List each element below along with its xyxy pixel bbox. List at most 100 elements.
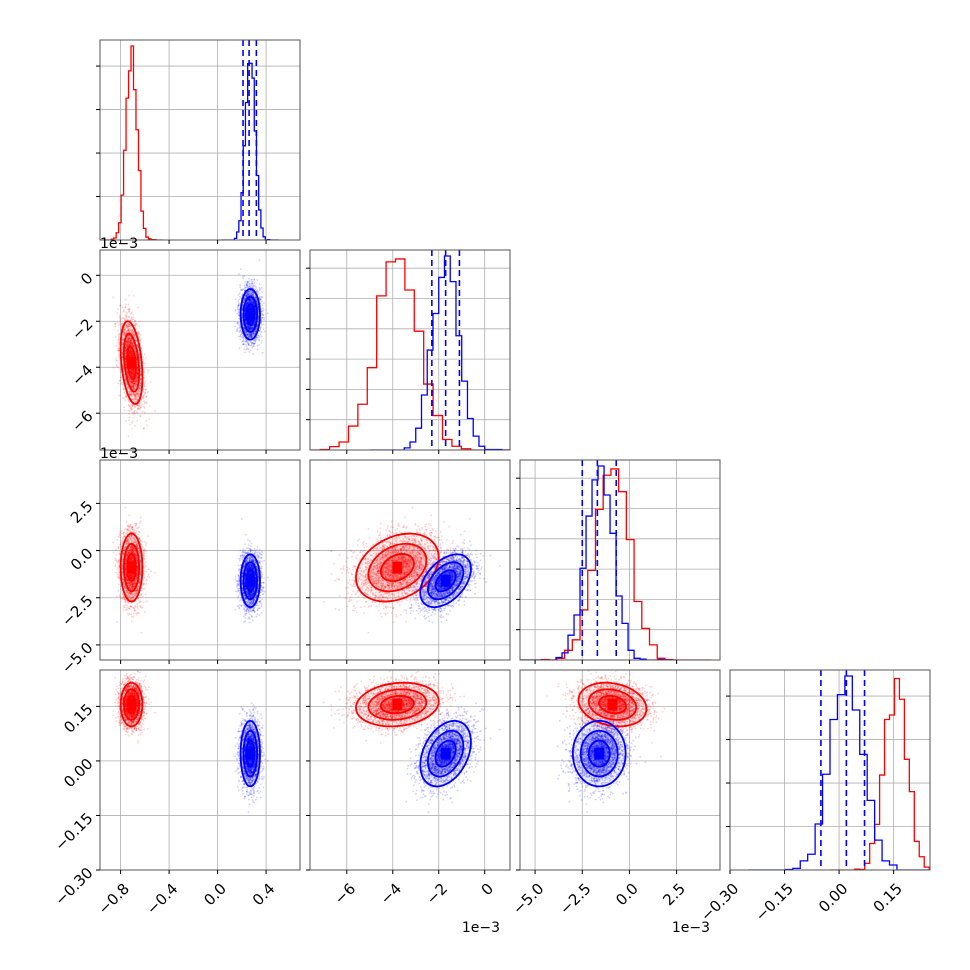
sample-point [127, 329, 130, 331]
sample-point [140, 378, 142, 381]
sample-point [121, 381, 124, 384]
sample-point [130, 350, 133, 353]
sample-point [127, 328, 130, 331]
sample-point [253, 278, 256, 281]
sample-point [136, 395, 139, 398]
sample-point [130, 371, 133, 374]
sample-point [235, 330, 238, 333]
sample-point [247, 325, 250, 328]
sample-point [128, 352, 131, 355]
sample-point [129, 342, 131, 345]
sample-point [135, 377, 138, 380]
sample-point [133, 380, 136, 383]
sample-point [123, 391, 126, 394]
sample-point [139, 415, 142, 418]
sample-point [137, 392, 139, 395]
sample-point [238, 314, 241, 317]
sample-point [250, 327, 253, 330]
sample-point [130, 380, 133, 382]
sample-point [132, 372, 135, 375]
sample-point [135, 375, 138, 378]
sample-point [129, 393, 132, 396]
sample-point [248, 301, 251, 303]
sample-point [117, 338, 120, 341]
sample-point [256, 301, 258, 304]
sample-point [128, 294, 131, 297]
sample-point [244, 351, 247, 354]
sample-point [251, 346, 254, 349]
sample-point [129, 326, 132, 328]
sample-point [119, 320, 122, 323]
sample-point [242, 340, 245, 343]
sample-point [128, 348, 131, 351]
sample-point [133, 387, 136, 390]
sample-point [129, 341, 132, 344]
sample-point [120, 317, 123, 320]
sample-point [136, 376, 139, 379]
sample-point [144, 391, 147, 394]
sample-point [129, 349, 132, 352]
sample-point [133, 412, 136, 415]
sample-point [122, 331, 125, 334]
sample-point [132, 370, 135, 373]
sample-point [127, 323, 130, 326]
sample-point [132, 368, 135, 371]
sample-point [122, 339, 125, 342]
sample-point [129, 351, 132, 354]
sample-point [238, 324, 240, 326]
sample-point [142, 391, 144, 393]
sample-point [132, 369, 134, 372]
sample-point [148, 405, 151, 407]
sample-point [252, 339, 255, 342]
sample-point [129, 351, 132, 354]
sample-point [132, 416, 135, 419]
sample-point [238, 322, 240, 325]
sample-point [141, 410, 144, 413]
sample-point [124, 328, 126, 331]
sample-point [129, 369, 132, 371]
sample-point [130, 317, 133, 320]
sample-point [121, 306, 124, 309]
sample-point [128, 405, 131, 408]
sample-point [127, 338, 130, 340]
sample-point [119, 304, 121, 307]
sample-point [128, 400, 131, 403]
sample-point [130, 371, 133, 374]
sample-point [127, 336, 130, 338]
sample-point [248, 351, 251, 353]
sample-point [143, 400, 145, 403]
sample-point [130, 350, 133, 353]
sample-point [137, 392, 139, 395]
sample-point [247, 292, 249, 295]
sample-point [247, 298, 250, 301]
sample-point [130, 392, 133, 395]
sample-point [124, 358, 127, 361]
sample-point [248, 290, 250, 293]
sample-point [131, 342, 134, 344]
sample-point [131, 354, 133, 357]
sample-point [255, 327, 258, 330]
sample-point [138, 335, 140, 338]
sample-point [132, 380, 135, 383]
sample-point [130, 339, 133, 342]
sample-point [132, 397, 135, 400]
sample-point [136, 393, 138, 396]
sample-point [135, 339, 138, 342]
sample-point [138, 387, 141, 389]
sample-point [150, 380, 152, 383]
sample-point [131, 354, 133, 357]
sample-point [132, 376, 134, 379]
sample-point [243, 299, 245, 301]
sample-point [136, 370, 139, 373]
sample-point [138, 405, 140, 408]
sample-point [134, 425, 136, 427]
sample-point [129, 329, 132, 332]
sample-point [249, 306, 252, 309]
sample-point [125, 323, 128, 326]
sample-point [122, 338, 125, 341]
sample-point [130, 354, 133, 357]
sample-point [144, 362, 146, 365]
sample-point [122, 365, 125, 368]
sample-point [126, 371, 129, 374]
sample-point [134, 394, 137, 397]
